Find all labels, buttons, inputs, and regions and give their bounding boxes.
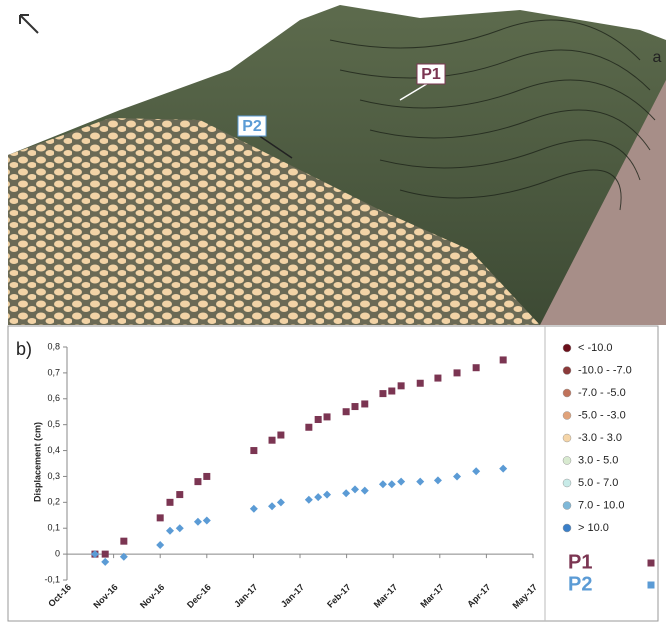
point: [277, 432, 284, 439]
legend-label: -3.0 - 3.0: [578, 432, 622, 444]
legend-label: 5.0 - 7.0: [578, 477, 618, 489]
legend-swatch: [563, 367, 571, 375]
legend-label: P2: [568, 573, 592, 595]
point: [176, 491, 183, 498]
point: [250, 447, 257, 454]
y-tick-label: 0,6: [47, 393, 60, 403]
legend-swatch: [648, 582, 655, 589]
y-tick-label: 0,7: [47, 367, 60, 377]
legend-swatch: [563, 502, 571, 510]
point: [343, 408, 350, 415]
y-tick-label: 0,8: [47, 341, 60, 351]
point: [194, 478, 201, 485]
legend-label: P1: [568, 551, 592, 573]
panel-label: b): [16, 339, 32, 359]
point: [166, 499, 173, 506]
legend-label: 7.0 - 10.0: [578, 499, 624, 511]
legend-swatch: [563, 389, 571, 397]
legend-label: > 10.0: [578, 522, 609, 534]
point: [417, 380, 424, 387]
point: [500, 356, 507, 363]
legend-swatch: [563, 434, 571, 442]
legend-label: < -10.0: [578, 342, 613, 354]
legend-swatch: [563, 457, 571, 465]
legend-swatch: [563, 479, 571, 487]
y-axis-label: Displacement (cm): [32, 422, 42, 502]
y-tick-label: 0,4: [47, 445, 60, 455]
y-tick-label: 0,3: [47, 471, 60, 481]
panel-label: a: [653, 49, 662, 66]
point: [454, 369, 461, 376]
map-image: P1 P2 a: [0, 0, 666, 325]
legend-label: -7.0 - -5.0: [578, 387, 626, 399]
point: [157, 514, 164, 521]
map-marker: P1: [421, 66, 441, 83]
point: [473, 364, 480, 371]
map-marker: P2: [242, 118, 262, 135]
point: [434, 375, 441, 382]
legend-swatch: [563, 344, 571, 352]
legend-label: -5.0 - -3.0: [578, 409, 626, 421]
legend-label: 3.0 - 5.0: [578, 454, 618, 466]
point: [379, 390, 386, 397]
y-tick-label: 0: [55, 548, 60, 558]
point: [388, 388, 395, 395]
point: [203, 473, 210, 480]
y-tick-label: -0,1: [44, 574, 60, 584]
y-tick-label: 0,1: [47, 523, 60, 533]
point: [120, 538, 127, 545]
figure: P1 P2 a b) Displacement (cm) -0,1 0 0,1 0,2…: [0, 0, 666, 622]
y-tick-label: 0,2: [47, 497, 60, 507]
point: [398, 382, 405, 389]
point: [305, 424, 312, 431]
point: [324, 413, 331, 420]
point: [269, 437, 276, 444]
legend-label: -10.0 - -7.0: [578, 364, 632, 376]
point: [102, 551, 109, 558]
point: [351, 403, 358, 410]
chart-frame: [8, 326, 658, 621]
legend-swatch: [563, 524, 571, 532]
legend-swatch: [563, 412, 571, 420]
y-tick-label: 0,5: [47, 419, 60, 429]
legend-swatch: [648, 560, 655, 567]
point: [361, 400, 368, 407]
point: [315, 416, 322, 423]
